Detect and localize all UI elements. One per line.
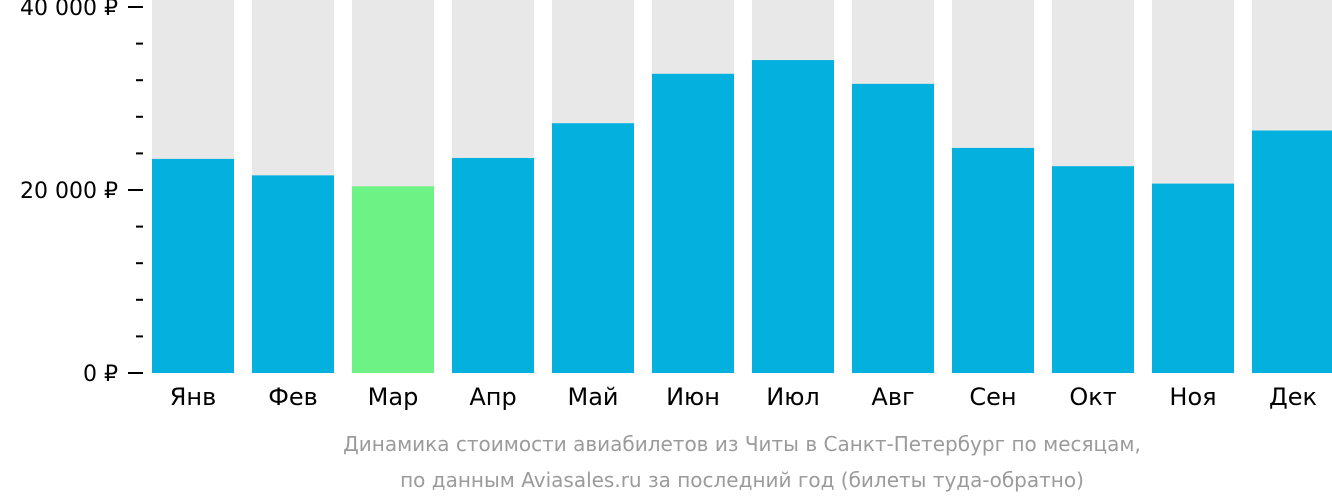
bar-Ноя[interactable] (1152, 183, 1234, 373)
bar-Фев[interactable] (252, 175, 334, 373)
y-tick-label: 0 ₽ (83, 362, 118, 387)
bar-Апр[interactable] (452, 157, 534, 373)
caption-line: Динамика стоимости авиабилетов из Читы в… (343, 432, 1141, 456)
bar-Мар[interactable] (352, 186, 434, 373)
bar-Авг[interactable] (852, 83, 934, 374)
x-tick-label: Ноя (1169, 383, 1216, 411)
bar-Май[interactable] (552, 123, 634, 373)
x-tick-label: Сен (969, 383, 1016, 411)
y-tick-label: 20 000 ₽ (20, 179, 118, 204)
x-tick-label: Апр (469, 383, 516, 411)
y-axis: 0 ₽ 20 000 ₽ 40 000 ₽ (20, 0, 143, 387)
x-tick-label: Окт (1069, 383, 1116, 411)
x-tick-label: Янв (170, 383, 217, 411)
bar-Июл[interactable] (752, 60, 834, 373)
bar-Июн[interactable] (652, 73, 734, 374)
bar-Окт[interactable] (1052, 166, 1134, 373)
caption-line: по данным Aviasales.ru за последний год … (400, 468, 1084, 492)
y-tick-label: 40 000 ₽ (20, 0, 118, 21)
x-tick-label: Мар (368, 383, 419, 411)
x-tick-label: Авг (871, 383, 914, 411)
x-tick-label: Май (567, 383, 618, 411)
chart-caption: Динамика стоимости авиабилетов из Читы в… (343, 432, 1141, 492)
bar-Янв[interactable] (152, 158, 234, 373)
bar-Дек[interactable] (1252, 130, 1332, 373)
x-tick-label: Июн (666, 383, 720, 411)
bars-group: Янв Фев Мар Апр Май Июн Июл Авг Сен Окт Ноя Дек (152, 0, 1332, 411)
bar-Сен[interactable] (952, 147, 1034, 373)
x-tick-label: Фев (268, 383, 318, 411)
x-tick-label: Июл (766, 383, 820, 411)
x-tick-label: Дек (1269, 383, 1317, 411)
